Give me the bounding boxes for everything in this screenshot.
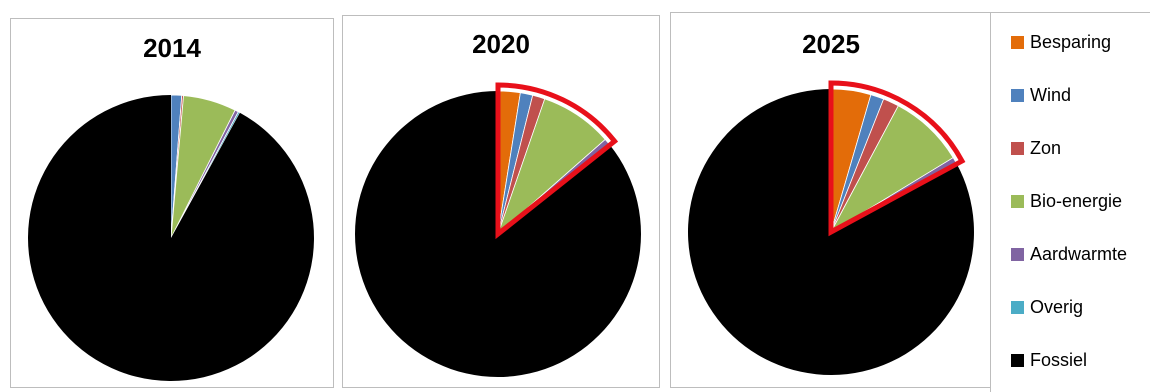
- chart-title-2020: 2020: [472, 29, 530, 59]
- chart-title-2025: 2025: [802, 29, 860, 59]
- legend-item-zon: Zon: [1011, 137, 1061, 159]
- highlight-outline-2025: [828, 80, 966, 237]
- legend-swatch-fossiel: [1011, 353, 1024, 367]
- pie-chart-2020: [354, 82, 641, 378]
- chart-legend: Besparing Wind Zon Bio-energie Aardwarmte Ove…: [990, 12, 1150, 392]
- legend-item-bio-energie: Bio-energie: [1011, 190, 1122, 212]
- chart-panel-2025: 2025: [670, 12, 992, 388]
- legend-item-wind: Wind: [1011, 84, 1071, 106]
- legend-label-fossiel: Fossiel: [1030, 349, 1088, 370]
- legend-item-besparing: Besparing: [1011, 31, 1111, 53]
- legend-swatch-zon: [1011, 141, 1024, 155]
- legend-swatch-wind: [1011, 88, 1024, 102]
- chart-title-2014: 2014: [143, 33, 201, 63]
- legend-swatch-overig: [1011, 300, 1024, 314]
- legend-item-fossiel: Fossiel: [1011, 349, 1087, 371]
- chart-panel-2020: 2020: [342, 15, 660, 388]
- pie-slice-overig-2014: [170, 111, 241, 239]
- pie-slice-fossiel-2014: [27, 94, 314, 382]
- legend-item-aardwarmte: Aardwarmte: [1011, 243, 1127, 265]
- legend-label-overig: Overig: [1030, 296, 1084, 317]
- legend-label-wind: Wind: [1030, 84, 1072, 105]
- legend-swatch-bio-energie: [1011, 194, 1024, 208]
- highlight-outline-2020: [495, 82, 619, 240]
- legend-label-bio-energie: Bio-energie: [1030, 190, 1123, 211]
- legend-swatch-besparing: [1011, 35, 1024, 49]
- legend-label-besparing: Besparing: [1030, 31, 1112, 52]
- legend-swatch-aardwarmte: [1011, 247, 1024, 261]
- legend-label-aardwarmte: Aardwarmte: [1030, 243, 1128, 264]
- chart-panel-2014: 2014: [10, 18, 334, 388]
- pie-chart-2025: [687, 80, 974, 375]
- legend-label-zon: Zon: [1030, 137, 1062, 158]
- legend-item-overig: Overig: [1011, 296, 1083, 318]
- pie-chart-2014: [27, 94, 314, 382]
